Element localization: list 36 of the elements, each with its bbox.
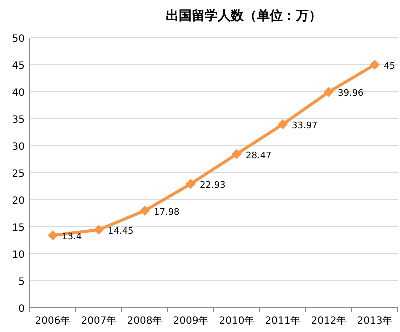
data-label: 17.98 bbox=[154, 208, 180, 218]
data-label: 28.47 bbox=[246, 151, 272, 162]
data-label: 45 bbox=[384, 62, 396, 72]
point bbox=[324, 87, 334, 98]
x-tick-label: 2010年 bbox=[219, 315, 255, 327]
point bbox=[94, 224, 104, 235]
x-tick-label: 2006年 bbox=[35, 315, 71, 327]
y-tick-label: 0 bbox=[18, 304, 25, 315]
point bbox=[140, 206, 150, 216]
x-tick-label: 2009年 bbox=[173, 315, 209, 327]
x-tick-label: 2011年 bbox=[265, 315, 301, 327]
y-tick-label: 25 bbox=[12, 169, 25, 180]
y-tick-label: 50 bbox=[12, 34, 25, 45]
point bbox=[278, 120, 288, 130]
data-label: 39.96 bbox=[338, 89, 364, 100]
y-tick-label: 45 bbox=[12, 61, 25, 72]
x-tick-label: 2008年 bbox=[127, 315, 163, 327]
y-tick-label: 30 bbox=[12, 142, 25, 153]
y-tick-label: 15 bbox=[12, 223, 25, 234]
data-label: 13.4 bbox=[62, 232, 82, 243]
y-tick-label: 5 bbox=[18, 277, 25, 288]
data-label: 33.97 bbox=[292, 122, 318, 132]
point bbox=[370, 60, 380, 70]
chart-title: 出国留学人数（单位：万） bbox=[166, 8, 322, 24]
data-label: 22.93 bbox=[200, 181, 226, 192]
point bbox=[232, 149, 242, 160]
point bbox=[186, 179, 196, 190]
x-tick-label: 2013年 bbox=[357, 315, 393, 327]
y-tick-label: 35 bbox=[12, 115, 25, 126]
y-tick-label: 10 bbox=[12, 250, 25, 261]
y-tick-label: 40 bbox=[12, 88, 25, 99]
x-tick-label: 2012年 bbox=[311, 315, 347, 327]
data-label: 14.45 bbox=[108, 226, 134, 237]
x-tick-label: 2007年 bbox=[81, 315, 117, 327]
point bbox=[48, 230, 58, 241]
y-tick-label: 20 bbox=[12, 196, 25, 207]
